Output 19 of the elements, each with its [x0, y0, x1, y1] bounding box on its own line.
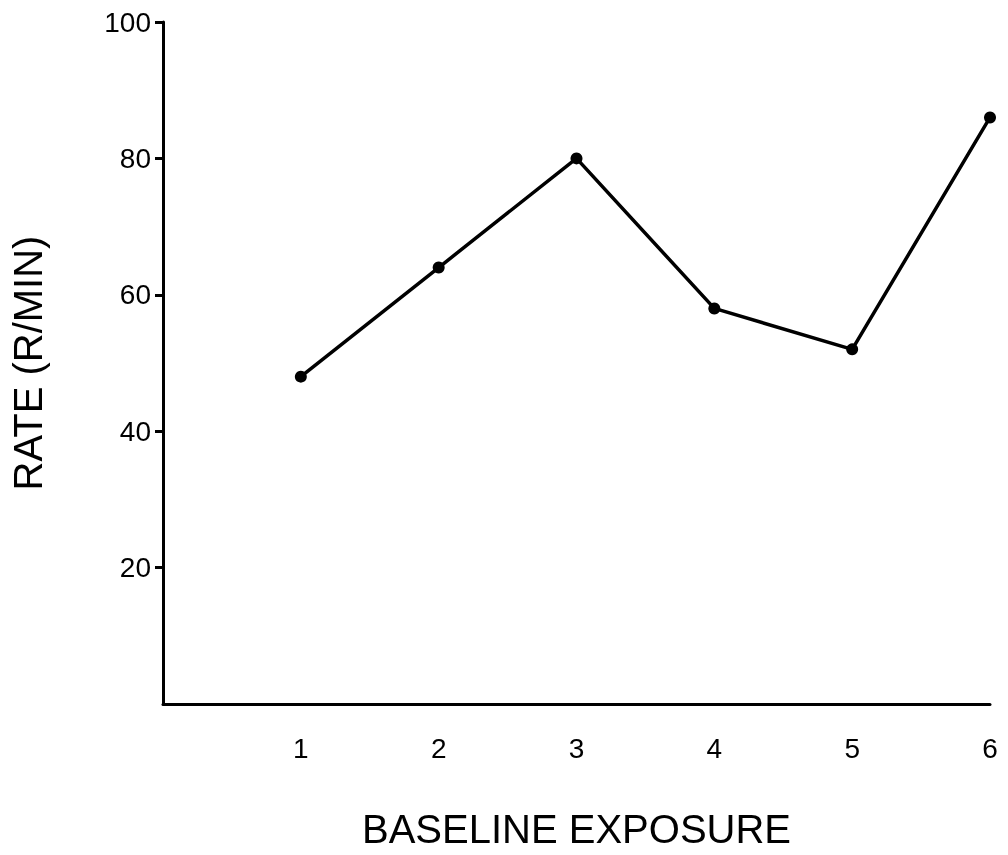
point [846, 343, 859, 356]
point [432, 261, 445, 274]
point [708, 302, 721, 315]
point [984, 111, 996, 124]
point [294, 370, 307, 383]
y-tick-label: 20 [119, 552, 151, 584]
y-axis-title: RATE (R/MIN) [6, 235, 50, 491]
y-tick-label: 40 [119, 415, 151, 447]
y-tick-label: 60 [119, 279, 151, 311]
x-tick-label: 5 [844, 732, 860, 764]
x-tick-label: 4 [706, 732, 723, 764]
x-axis-title: BASELINE EXPOSURE [361, 807, 792, 851]
point [570, 152, 583, 165]
x-tick-label: 2 [430, 732, 447, 764]
x-tick-label: 3 [568, 732, 585, 764]
x-tick-label: 6 [982, 732, 998, 764]
y-tick-label: 80 [119, 142, 151, 174]
y-tick-label: 100 [104, 6, 151, 38]
x-tick-label: 1 [293, 732, 309, 764]
